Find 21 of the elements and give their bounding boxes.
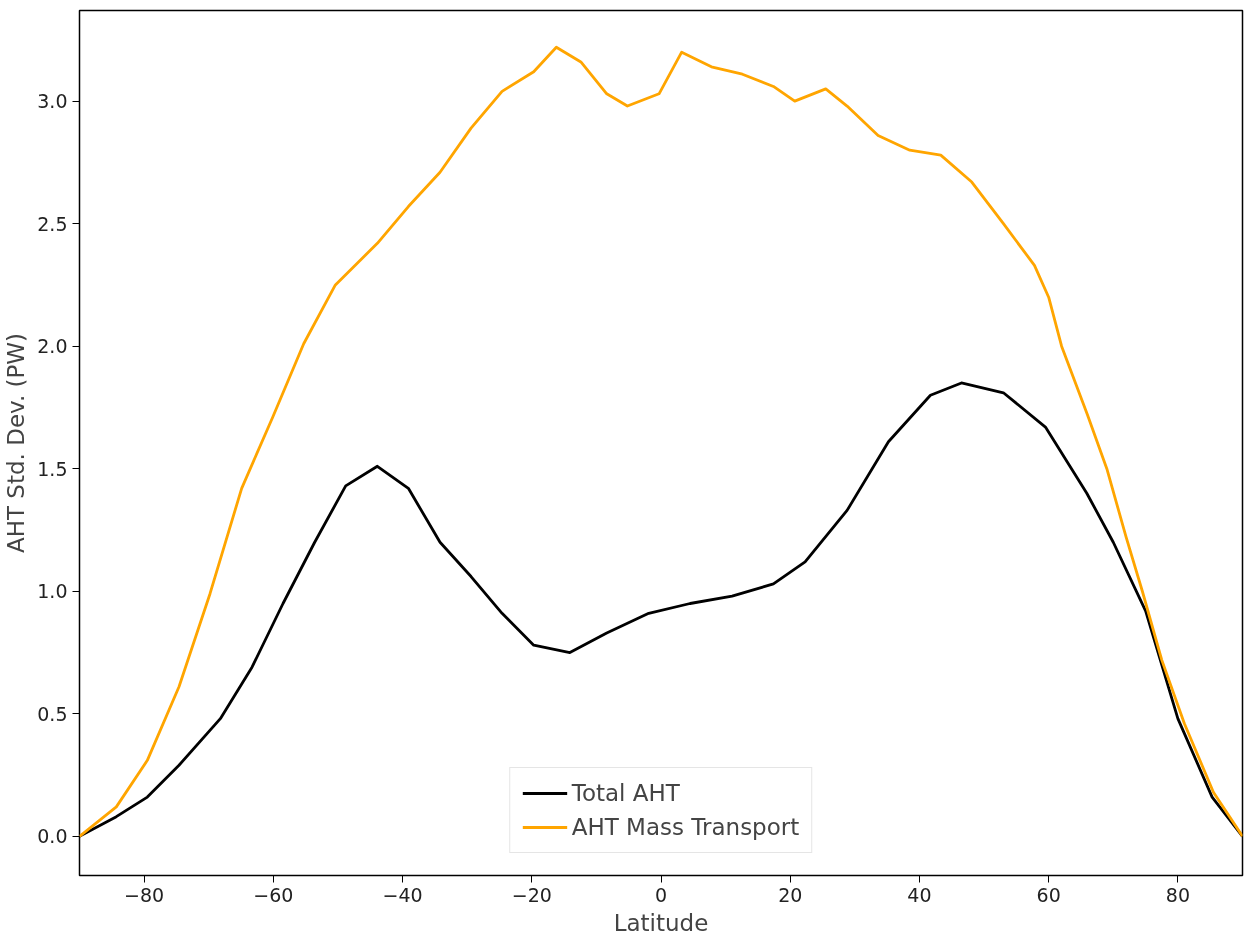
y-tick-label: 0.5 (37, 702, 68, 725)
y-tick-label: 2.5 (37, 212, 68, 235)
y-tick-label: 1.0 (37, 580, 68, 603)
x-tick-label: 60 (1036, 883, 1061, 906)
y-tick-label: 2.0 (37, 335, 68, 358)
y-tick-label: 1.5 (37, 457, 68, 480)
x-tick-label: −60 (253, 883, 294, 906)
x-tick-label: −80 (124, 883, 165, 906)
y-tick-label: 3.0 (37, 90, 68, 113)
x-axis-title: Latitude (613, 909, 709, 936)
y-tick-label: 0.0 (37, 825, 68, 848)
x-tick-label: −40 (382, 883, 423, 906)
x-tick-label: 20 (778, 883, 803, 906)
x-tick-label: 0 (654, 883, 668, 906)
legend-label: AHT Mass Transport (571, 814, 800, 840)
legend-label: Total AHT (571, 780, 680, 806)
x-tick-label: 40 (907, 883, 932, 906)
y-axis-title: AHT Std. Dev. (PW) (3, 332, 30, 554)
x-tick-label: −20 (511, 883, 552, 906)
line-series (79, 45, 1243, 838)
x-tick-label: 80 (1165, 883, 1190, 906)
